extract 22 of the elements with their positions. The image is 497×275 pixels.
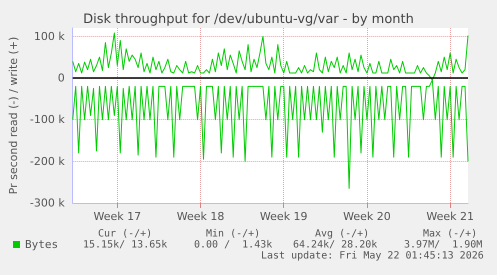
legend-label: Bytes — [25, 238, 58, 251]
y-tick-label: -100 k — [30, 113, 66, 126]
x-tick-label: Week 18 — [176, 210, 224, 223]
text: Last update: Fri May 22 01:45:13 2026 — [261, 250, 484, 262]
x-tick-label: Week 20 — [343, 210, 391, 223]
text: Max (-/+) — [423, 228, 478, 240]
text: Avg (-/+) — [315, 228, 370, 240]
x-tick-label: Week 21 — [426, 210, 474, 223]
text: 0.00 / 1.43k — [194, 240, 272, 250]
chart-title: Disk throughput for /dev/ubuntu-vg/var - by month — [83, 12, 414, 27]
text: 15.15k/ 13.65k — [83, 240, 168, 250]
text: Min (-/+) — [206, 228, 260, 240]
text: Cur (-/+) — [98, 228, 152, 240]
y-tick-label: -300 k — [30, 196, 66, 210]
text: 3.97M/ 1.90M — [404, 240, 482, 250]
y-tick-label: 0 — [58, 72, 65, 84]
y-axis-title: Pr second read (-) / write (+) — [7, 36, 20, 194]
x-tick-label: Week 17 — [93, 210, 142, 223]
y-tick-label: -200 k — [30, 154, 66, 168]
text: 64.24k/ 28.20k — [293, 240, 378, 250]
y-tick-label: 100 k — [34, 30, 66, 43]
x-tick-label: Week 19 — [260, 210, 308, 223]
